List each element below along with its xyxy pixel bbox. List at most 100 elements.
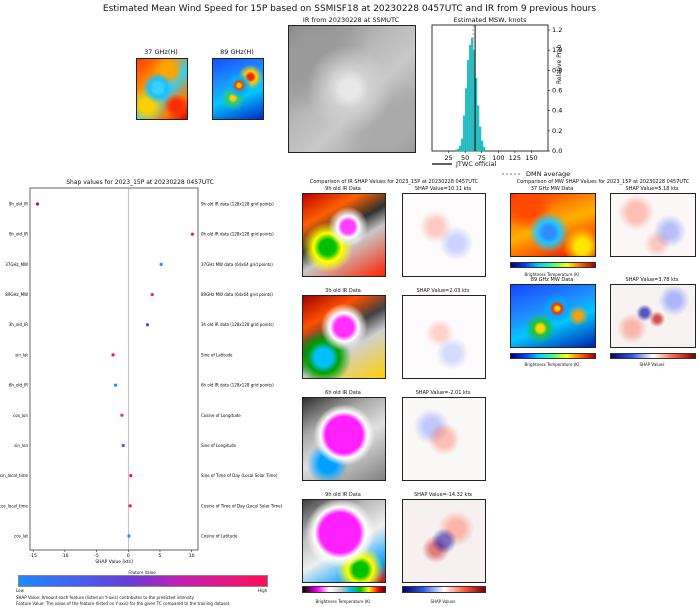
- shap-xtick-label: 10: [189, 553, 195, 559]
- hist-bar: [466, 60, 470, 152]
- ir-row1-left-image: [302, 193, 386, 277]
- hist-ylabel: Relative Prob: [556, 44, 563, 84]
- hist-ytick-label: 1.2: [552, 26, 562, 34]
- ir-shap-colorbar-label: SHAP Values: [430, 599, 456, 604]
- mw-row2-left-title: 89 GHz MW Data: [530, 277, 574, 283]
- hist-xtick-label: 25: [444, 154, 452, 162]
- shap-feature-desc: 89GHz MW data (64x64 grid points): [201, 292, 273, 297]
- shap-feature-desc: Sine of Latitude: [201, 352, 233, 357]
- shap-feature-desc: 6h old IR data (128x128 grid points): [201, 383, 274, 388]
- shap-feature-label: sin_lat: [15, 352, 28, 357]
- hist-legend: [432, 163, 522, 175]
- hist-ytick-label: 0.2: [552, 127, 562, 135]
- ir-row1-right-image: [402, 193, 486, 277]
- hist-ytick-label: 0.0: [552, 147, 562, 155]
- hist-ytick-label: 0.4: [552, 107, 562, 115]
- hist-bar: [480, 140, 484, 152]
- hist-xtick-label: 50: [461, 154, 469, 162]
- ir-row3-right-title: SHAP Value=-2.01 kts: [415, 390, 471, 396]
- mw-row2-right-title: SHAP Value=3.78 kts: [625, 277, 679, 283]
- shap-feature-label: sin_local_time: [0, 473, 29, 478]
- ir-row3-right-image: [402, 397, 486, 481]
- msw-histogram: 25 50 75 100 125 150 0.0 0.2 0.4 0.6 0.8 1.0 1.2: [431, 24, 562, 162]
- shap-frame: [29, 187, 199, 551]
- shap-xlabel: SHAP Value [kts]: [95, 559, 133, 565]
- hist-bar: [464, 88, 468, 152]
- hist-bar: [459, 145, 462, 152]
- legend-dmn-label: DMN average: [526, 170, 571, 178]
- shap-xtick-label: -15: [29, 553, 36, 559]
- shap-feature-label: 3h_old_IR: [9, 322, 28, 327]
- shap-feature-label: cos_lon: [13, 413, 28, 418]
- ch37-title: 37 GHz(H): [144, 48, 178, 56]
- ir-row2-left-image: [302, 295, 386, 379]
- ch89-title: 89 GHz(H): [220, 48, 254, 56]
- ir-image: [288, 25, 416, 153]
- ir-row4-left-title: 9h old IR Data: [325, 492, 361, 498]
- hist-bar: [461, 138, 464, 152]
- shap-xtick-label: 0: [127, 553, 130, 559]
- mw-row1-left-title: 37 GHz MW Data: [530, 186, 574, 192]
- mw-row2-right-image: [610, 284, 696, 348]
- shap-feature-label: 37GHz_MW: [5, 262, 28, 267]
- shap-xtick-label: 5: [159, 553, 162, 559]
- mw-row1-right-title: SHAP Value=5.18 kts: [625, 186, 679, 192]
- shap-feature-label: 6h_old_IR: [9, 383, 28, 388]
- shap-plot: 9h_old_IR 9h old IR data (128x128 grid po…: [0, 187, 283, 565]
- main-title: Estimated Mean Wind Speed for 15P based …: [102, 4, 597, 14]
- shap-feature-desc: Sine of Time of Day (Local Solar Time): [201, 473, 278, 478]
- ir-shap-colorbar: [402, 586, 486, 593]
- hist-bar: [478, 126, 482, 152]
- hist-ytick-label: 0.6: [552, 87, 562, 95]
- ir-row3-left-title: 6h old IR Data: [325, 390, 361, 396]
- hist-bar: [482, 146, 486, 152]
- hist-title: Estimated MSW, knots: [453, 16, 527, 24]
- mw-shap-colorbar-label: SHAP Values: [639, 362, 665, 367]
- shap-feature-desc: Cosine of Longitude: [201, 413, 241, 418]
- shap-point: [121, 443, 125, 448]
- shap-xtick-label: -10: [61, 553, 68, 559]
- mw-row1-bt-colorbar: [510, 262, 596, 268]
- shap-xtick-label: -5: [94, 553, 99, 559]
- shap-point: [159, 262, 163, 266]
- ir-shap-title: Comparison of IR SHAP Values for 2023_15…: [309, 179, 479, 185]
- shap-feature-desc: 3h old IR data (128x128 grid points): [201, 322, 274, 327]
- shap-point: [120, 413, 124, 417]
- shap-feature-label: sin_lon: [14, 443, 28, 448]
- hist-ytick-label: 1.0: [552, 46, 562, 54]
- ir-row4-right-image: [402, 499, 486, 583]
- hist-bar: [484, 149, 488, 152]
- ir-row3-left-image: [302, 397, 386, 481]
- feature-bar-low: Low: [16, 588, 24, 593]
- ch37-image: [136, 58, 188, 120]
- shap-point: [190, 232, 194, 236]
- ch89-image: [212, 58, 264, 120]
- shap-feature-label: 0h_old_IR: [9, 232, 28, 237]
- hist-bar: [476, 105, 480, 152]
- ir-title: IR from 20230228 at SSMUTC: [302, 16, 400, 24]
- mw-row1-bt-colorbar-label: Brightness Temperature (K): [524, 272, 580, 277]
- hist-xtick-label: 100: [492, 154, 504, 162]
- hist-bar: [455, 149, 458, 152]
- ir-row2-left-title: 3h old IR Data: [325, 288, 361, 294]
- mw-shap-title: Comparison of MW SHAP Values for 2023_15…: [516, 179, 690, 185]
- ir-row2-right-image: [402, 295, 486, 379]
- hist-xtick-label: 150: [525, 154, 537, 162]
- hist-frame: [431, 24, 549, 152]
- mw-shap-colorbar: [610, 353, 696, 359]
- hist-xtick-label: 125: [509, 154, 521, 162]
- legend-jtwc-label: JTWC official: [456, 160, 497, 168]
- shap-feature-desc: 0h old IR data (128x128 grid points): [201, 232, 274, 237]
- shap-feature-label: 89GHz_MW: [5, 292, 28, 297]
- shap-point: [113, 383, 118, 387]
- hist-ytick-label: 0.8: [552, 66, 562, 74]
- shap-feature-desc: Cosine of Latitude: [201, 534, 238, 539]
- mw-row2-bt-colorbar-label: Brightness Temperature (K): [524, 362, 580, 367]
- mw-row1-left-image: [510, 193, 596, 257]
- shap-feature-desc: Sine of Longitude: [201, 443, 236, 448]
- shap-feature-label: 9h_old_IR: [9, 202, 28, 207]
- feature-bar-high: High: [258, 588, 268, 593]
- shap-title: Shap values for 2023_15P at 20230228 045…: [66, 179, 214, 186]
- shap-feature-desc: 37GHz MW data (64x64 grid points): [201, 262, 273, 267]
- shap-point: [150, 292, 154, 297]
